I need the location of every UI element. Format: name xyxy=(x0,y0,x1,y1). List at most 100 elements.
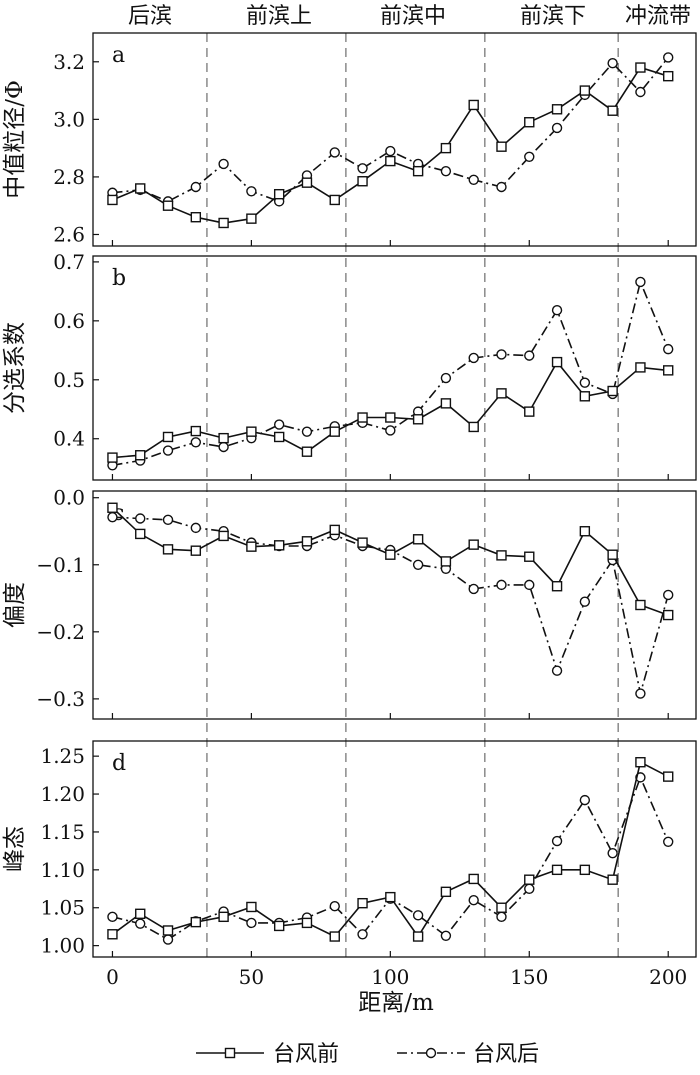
data-point-before xyxy=(357,412,368,423)
data-point-after xyxy=(607,847,618,859)
data-point-before xyxy=(663,771,674,782)
y-tick-label: 0.0 xyxy=(53,486,85,510)
data-point-after xyxy=(579,377,591,388)
data-point-before xyxy=(663,365,674,376)
data-point-after xyxy=(107,511,118,523)
data-point-after xyxy=(663,52,674,63)
data-point-after xyxy=(496,181,507,193)
data-point-before xyxy=(468,539,479,550)
data-point-before xyxy=(385,412,396,423)
data-point-before xyxy=(635,62,646,73)
data-point-after xyxy=(524,350,535,361)
data-point-before xyxy=(218,911,229,923)
data-point-after xyxy=(524,579,535,591)
panel-letter: d xyxy=(112,751,126,776)
panel-frame xyxy=(92,490,697,720)
panel-frame xyxy=(92,255,697,481)
data-point-before xyxy=(635,599,646,611)
y-tick-label: 1.20 xyxy=(40,782,85,806)
x-tick-label: 200 xyxy=(649,965,687,989)
series-line-after xyxy=(112,56,669,203)
data-point-after xyxy=(663,836,674,847)
data-point-after xyxy=(190,522,202,534)
data-point-after xyxy=(635,688,646,699)
data-point-before xyxy=(246,541,257,552)
zone-label: 前滨中 xyxy=(380,4,446,29)
data-point-before xyxy=(190,425,202,437)
data-point-before xyxy=(551,104,563,115)
data-point-after xyxy=(190,181,202,193)
data-point-before xyxy=(496,550,507,561)
y-tick-label: −0.1 xyxy=(36,553,85,577)
x-tick-label: 50 xyxy=(239,965,264,989)
data-point-before xyxy=(579,864,591,876)
data-point-before xyxy=(524,551,535,562)
data-point-after xyxy=(551,305,563,316)
data-point-after xyxy=(551,835,563,847)
data-point-after xyxy=(440,372,452,384)
data-point-before xyxy=(162,431,174,443)
data-point-before xyxy=(607,385,618,397)
data-point-after xyxy=(496,349,507,360)
y-axis-title: 分选系数 xyxy=(2,322,28,414)
zone-label: 冲流带 xyxy=(625,4,691,29)
data-point-before xyxy=(135,450,146,461)
data-point-before xyxy=(440,398,452,409)
data-point-after xyxy=(412,559,424,570)
data-point-before xyxy=(329,194,340,206)
data-point-before xyxy=(524,117,535,128)
data-point-before xyxy=(190,916,202,928)
data-point-before xyxy=(218,530,229,542)
y-tick-label: −0.3 xyxy=(36,687,85,711)
y-tick-label: 0.4 xyxy=(53,427,85,451)
data-point-after xyxy=(329,147,340,158)
y-tick-label: 1.25 xyxy=(40,744,85,768)
data-point-after xyxy=(607,58,618,69)
panel-frame xyxy=(92,32,697,247)
y-tick-label: 2.6 xyxy=(53,222,85,246)
data-point-before xyxy=(273,431,285,443)
series-line-before xyxy=(112,761,669,938)
panel-letter: b xyxy=(112,266,126,291)
data-point-before xyxy=(385,155,396,167)
zone-label: 前滨上 xyxy=(246,4,312,29)
data-point-after xyxy=(329,901,340,912)
data-point-before xyxy=(385,549,396,560)
data-point-after xyxy=(496,579,507,591)
data-point-before xyxy=(107,194,118,206)
data-point-before xyxy=(107,452,118,463)
data-point-before xyxy=(496,141,507,152)
data-point-before xyxy=(607,874,618,885)
data-point-after xyxy=(162,514,174,526)
data-point-before xyxy=(468,873,479,885)
zone-label: 后滨 xyxy=(128,4,172,29)
data-point-before xyxy=(385,891,396,903)
data-point-before xyxy=(246,901,257,913)
data-point-before xyxy=(551,581,563,592)
data-point-before xyxy=(273,540,285,551)
x-tick-label: 0 xyxy=(106,965,119,989)
data-point-before xyxy=(190,545,202,556)
data-point-before xyxy=(663,70,674,82)
data-point-after xyxy=(551,665,563,676)
data-point-before xyxy=(135,908,146,919)
data-point-before xyxy=(524,874,535,885)
data-point-before xyxy=(468,99,479,111)
data-point-before xyxy=(579,526,591,537)
data-point-before xyxy=(440,556,452,567)
data-point-after xyxy=(385,425,396,436)
zone-label: 前滨下 xyxy=(520,4,586,29)
data-point-after xyxy=(635,276,646,288)
data-point-before xyxy=(663,609,674,621)
y-tick-label: 1.05 xyxy=(40,896,85,920)
x-tick-label: 150 xyxy=(510,965,548,989)
data-point-before xyxy=(412,165,424,177)
data-point-after xyxy=(440,930,452,941)
data-point-before xyxy=(551,356,563,368)
legend-marker-after xyxy=(425,1047,437,1059)
data-point-before xyxy=(357,176,368,187)
y-tick-label: 2.8 xyxy=(53,165,85,189)
data-point-after xyxy=(301,426,313,437)
data-point-before xyxy=(273,188,285,200)
